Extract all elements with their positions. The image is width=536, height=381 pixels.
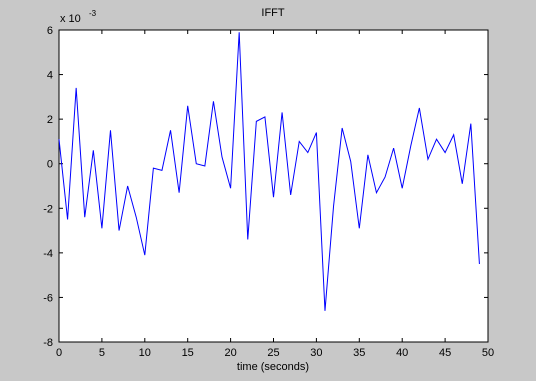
x-tick-label: 45 [439,347,451,359]
y-tick-label: 0 [47,159,53,171]
x-tick-label: 5 [99,347,105,359]
y-tick-label: 6 [47,25,53,37]
x-tick-labels: 0 5 10 15 20 25 30 35 40 45 50 [56,347,494,359]
y-exponent-label: x 10 [60,13,81,25]
x-tick-label: 0 [56,347,62,359]
x-tick-label: 25 [267,347,279,359]
x-axis-label: time (seconds) [237,361,309,373]
y-tick-label: -2 [43,203,53,215]
y-tick-labels: -8 -6 -4 -2 0 2 4 6 [43,25,53,349]
chart-title: IFFT [261,7,284,19]
x-tick-label: 40 [396,347,408,359]
x-tick-label: 50 [482,347,494,359]
plot-area [59,30,488,342]
y-tick-label: 4 [47,70,53,82]
x-tick-label: 15 [182,347,194,359]
y-tick-label: -6 [43,292,53,304]
y-exponent-power: -3 [89,9,97,18]
x-tick-label: 35 [353,347,365,359]
x-tick-label: 20 [224,347,236,359]
y-tick-label: -8 [43,337,53,349]
y-tick-label: -4 [43,248,53,260]
y-tick-label: 2 [47,114,53,126]
x-tick-label: 30 [310,347,322,359]
x-tick-label: 10 [139,347,151,359]
